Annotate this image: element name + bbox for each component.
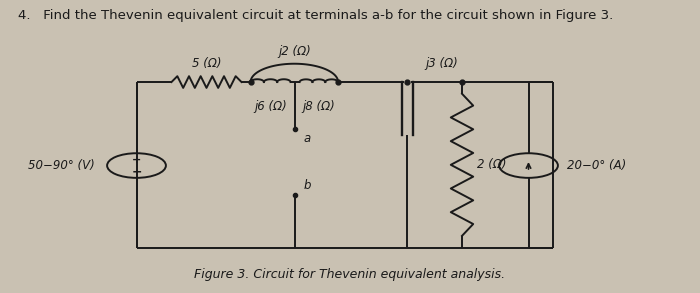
- Text: b: b: [304, 179, 311, 192]
- Text: 2 (Ω): 2 (Ω): [477, 158, 507, 171]
- Text: Figure 3. Circuit for Thevenin equivalent analysis.: Figure 3. Circuit for Thevenin equivalen…: [195, 268, 505, 281]
- Text: j2 (Ω): j2 (Ω): [278, 45, 311, 58]
- Text: 50−90° (V): 50−90° (V): [28, 159, 94, 172]
- Text: +: +: [132, 155, 141, 165]
- Text: a: a: [304, 132, 311, 145]
- Text: j3 (Ω): j3 (Ω): [425, 57, 458, 70]
- Text: 20−0° (A): 20−0° (A): [567, 159, 626, 172]
- Text: −: −: [132, 165, 141, 178]
- Text: 5 (Ω): 5 (Ω): [192, 57, 221, 70]
- Text: 4.   Find the Thevenin equivalent circuit at terminals a-b for the circuit shown: 4. Find the Thevenin equivalent circuit …: [18, 9, 612, 22]
- Text: j8 (Ω): j8 (Ω): [302, 100, 335, 113]
- Text: j6 (Ω): j6 (Ω): [254, 100, 287, 113]
